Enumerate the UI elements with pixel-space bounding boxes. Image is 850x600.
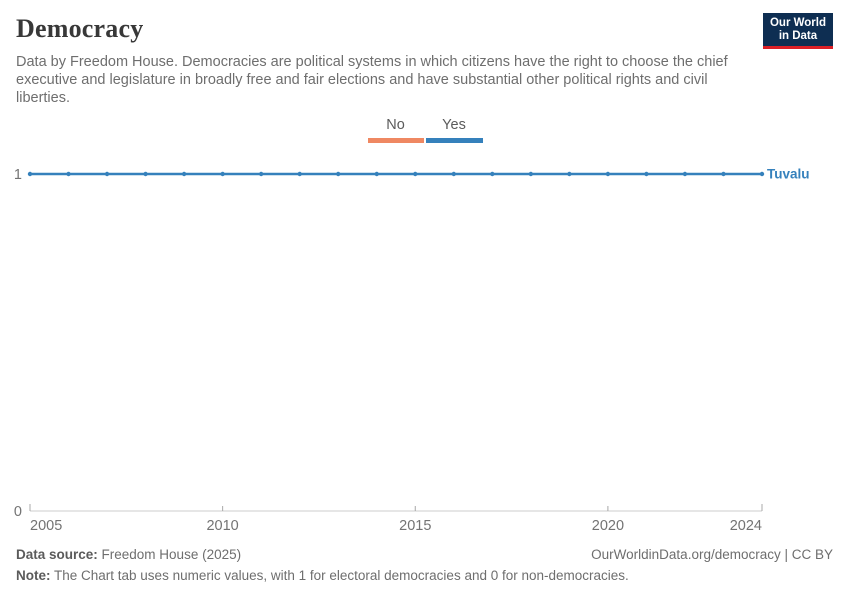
owid-logo[interactable]: Our World in Data [762,13,833,49]
data-point[interactable] [567,171,572,177]
legend-label-yes: Yes [442,117,466,133]
data-point[interactable] [27,171,33,177]
data-point[interactable] [490,171,495,177]
x-tick-label: 2010 [206,518,238,534]
y-tick-label: 1 [14,167,22,183]
x-axis: 2005 2010 2015 2020 2024 [29,504,763,534]
x-tick-label: 2005 [30,518,62,534]
data-point[interactable] [220,171,225,177]
chart-footer: Data source: Freedom House (2025) OurWor… [16,547,833,583]
data-point[interactable] [528,171,534,177]
owid-url-link[interactable]: OurWorldinData.org/democracy | CC BY [591,547,833,562]
series-label-tuvalu[interactable]: Tuvalu [767,167,810,182]
note-text: The Chart tab uses numeric values, with … [50,568,629,583]
owid-logo-line1: Our World [769,17,826,29]
series-tuvalu[interactable]: Tuvalu [27,167,810,182]
data-point[interactable] [104,171,110,177]
data-point[interactable] [413,171,418,177]
data-point[interactable] [297,171,302,177]
data-point[interactable] [759,171,765,177]
data-point[interactable] [336,171,341,177]
x-tick-label: 2020 [592,518,624,534]
data-source-label: Data source: [16,547,98,562]
note-label: Note: [16,568,51,583]
legend-label-no: No [386,117,405,133]
chart-subtitle: Data by Freedom House. Democracies are p… [16,54,728,106]
data-point[interactable] [258,171,264,177]
data-point[interactable] [721,171,726,177]
data-point[interactable] [451,171,456,177]
legend-item-no[interactable]: No [367,117,424,143]
data-point[interactable] [66,171,71,177]
data-source-line: Data source: Freedom House (2025) [16,547,241,562]
data-point[interactable] [644,171,649,177]
y-tick-label: 0 [14,504,22,520]
data-point[interactable] [374,171,379,177]
x-tick-label: 2024 [730,518,762,534]
y-axis: 01 [14,167,22,520]
data-point[interactable] [181,171,187,177]
owid-logo-line2: in Data [778,30,818,42]
legend-swatch-yes [425,138,483,143]
page-title: Democracy [16,14,144,43]
chart-header: Democracy Data by Freedom House. Democra… [16,14,756,107]
data-source-text: Freedom House (2025) [97,547,242,562]
data-point[interactable] [682,171,688,177]
chart-legend: No Yes [0,117,850,143]
note-line: Note: The Chart tab uses numeric values,… [16,568,833,583]
legend-swatch-no [367,138,424,143]
x-tick-label: 2015 [399,518,431,534]
data-point[interactable] [143,171,148,177]
data-point[interactable] [605,171,611,177]
legend-item-yes[interactable]: Yes [425,117,483,143]
